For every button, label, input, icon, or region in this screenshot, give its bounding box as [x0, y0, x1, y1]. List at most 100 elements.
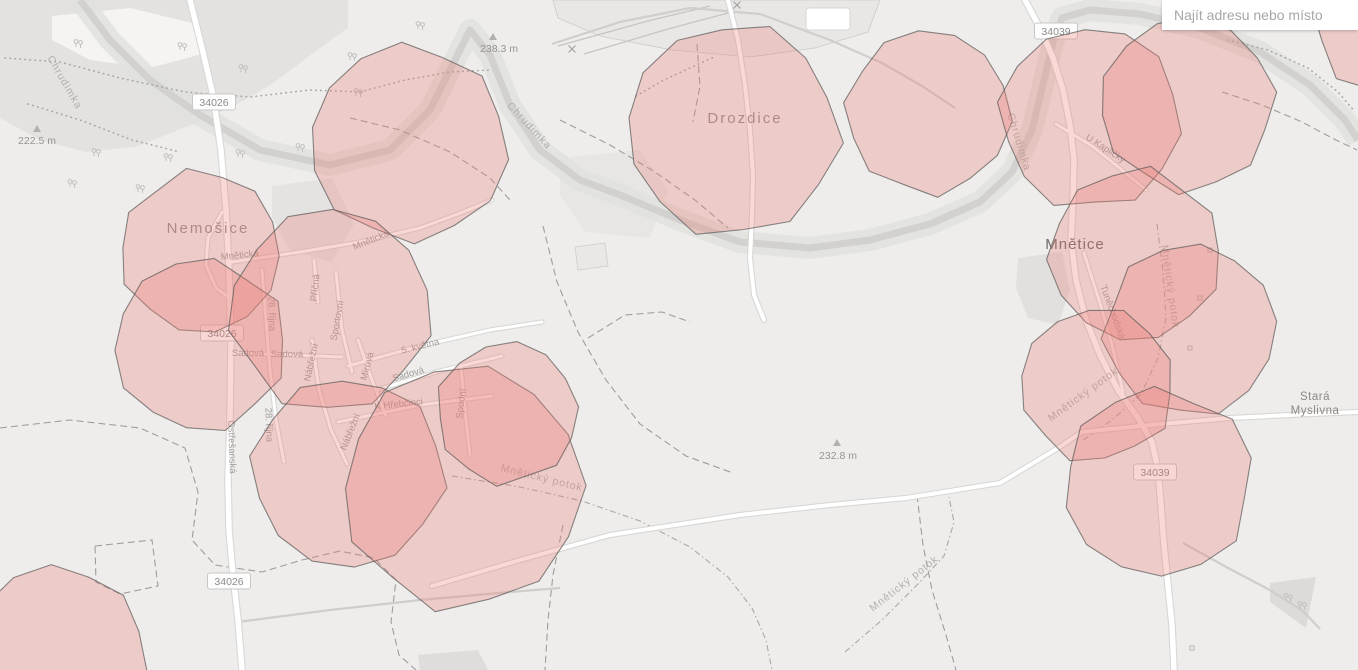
road-minor-se [1182, 542, 1321, 630]
trail-dotted [359, 69, 491, 93]
boundary-dashed [542, 225, 734, 474]
coverage-circle [628, 25, 844, 235]
road-shield-label: 34039 [1140, 467, 1169, 479]
building-footprint [805, 7, 851, 31]
tree-crown [353, 88, 359, 93]
road-shield-box [207, 572, 251, 590]
street-u-kaplicky [1054, 122, 1148, 192]
tree-icon [163, 153, 173, 162]
stream-line [451, 475, 773, 670]
tree-icon [135, 184, 145, 193]
street-sadova [231, 351, 344, 359]
coverage-circle [227, 208, 432, 408]
street-label: Spodní [454, 388, 469, 420]
coverage-circle [843, 30, 1013, 198]
tree-crown [347, 52, 353, 57]
terrain-wedge [272, 178, 354, 262]
street-label: K Hřebčinci [374, 397, 423, 413]
elevation-triangle-icon [833, 439, 841, 446]
street-nabrezni [310, 338, 349, 466]
tree-icon [235, 149, 245, 158]
coverage-circle [1101, 14, 1278, 196]
tree-crown [300, 144, 305, 149]
marker-square-icon [1187, 345, 1193, 351]
street-label: Ostřešanská [225, 420, 238, 474]
coverage-circle [0, 564, 148, 670]
road-shield-label: 34026 [207, 328, 236, 340]
tree-crown [240, 150, 245, 155]
coverage-circle [1045, 165, 1219, 341]
stream-line [1081, 223, 1167, 442]
tree-crown [96, 149, 101, 154]
trail-dotted [4, 57, 363, 98]
tree-icon [1283, 593, 1293, 602]
search-input[interactable] [1162, 0, 1358, 30]
coverage-circle [311, 41, 510, 245]
boundary-dashed [94, 539, 159, 595]
tree-crown [1302, 602, 1307, 607]
tree-crown [78, 40, 83, 45]
street-mirova [356, 338, 388, 418]
road-arc-north [551, 6, 956, 109]
boundary-dashed [349, 117, 511, 201]
tree-crown [358, 89, 363, 94]
tree-crown [163, 153, 169, 158]
street-5-kvetna [346, 320, 544, 368]
tree-icon [91, 148, 101, 157]
road-shield: 34039 [1133, 463, 1177, 481]
elevation-marker: 232.8 m [819, 439, 857, 462]
place-label: Myslivna [1291, 405, 1340, 417]
street-label: Příčná [309, 273, 323, 302]
tree-icon [177, 42, 187, 51]
elevation-label: 238.3 m [480, 43, 518, 55]
cross-line [733, 1, 741, 9]
street-label: Sadová [271, 349, 304, 360]
elevation-marker: 222.5 m [18, 125, 56, 147]
place-label: Mnětice [1045, 236, 1105, 253]
place-label: Stará [1300, 391, 1330, 403]
road-34039 [1022, 0, 1177, 670]
tree-crown [352, 53, 357, 58]
street-label: 28. října [265, 297, 277, 332]
coverage-circle [1065, 385, 1252, 577]
industrial-area [552, 0, 881, 58]
place-label: Drozdice [707, 110, 782, 127]
tree-icon [1297, 601, 1307, 610]
street-pricna [312, 258, 320, 304]
boundary-dashed [692, 43, 701, 123]
tree-crown [140, 185, 145, 190]
stream-line [844, 496, 955, 653]
street-sportovni [334, 270, 354, 374]
tree-crown [135, 184, 141, 189]
tree-icon [295, 143, 305, 152]
railway-line [583, 12, 729, 55]
coverage-circle [1021, 309, 1171, 462]
tree-crown [420, 22, 425, 27]
coverage-circle [122, 167, 280, 333]
tree-crown [91, 148, 97, 153]
tree-crown [243, 65, 248, 70]
village-patch [1016, 252, 1070, 325]
elevation-label: 222.5 m [18, 135, 56, 147]
tree-icon [353, 88, 363, 97]
road-shield-box [1133, 463, 1177, 481]
tree-crown [72, 180, 77, 185]
street-spodni [459, 366, 472, 458]
place-label: Nemošice [167, 220, 250, 237]
street-28-rijna [260, 268, 286, 464]
tree-crown [235, 149, 241, 154]
road-shield-label: 34026 [214, 576, 243, 588]
elevation-triangle-icon [489, 33, 497, 40]
tree-crown [1288, 594, 1293, 599]
road-shield: 34039 [1034, 22, 1078, 40]
river-chrudimka [77, 0, 1358, 252]
coverage-circle [114, 257, 284, 432]
tree-icon [415, 21, 425, 30]
road-drozdice [726, 0, 766, 322]
coverage-circle [344, 365, 587, 613]
elevation-triangle-icon [33, 125, 41, 132]
tree-icon [73, 39, 83, 48]
